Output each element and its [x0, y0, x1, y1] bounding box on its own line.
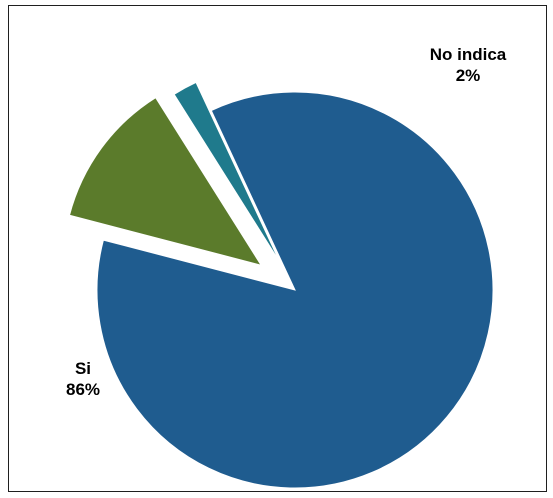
pie-slice-no-indica	[173, 81, 281, 263]
pie-slice-si	[96, 91, 494, 489]
slice-value-label: 12%	[291, 74, 325, 93]
slice-category-label: Si	[75, 359, 91, 378]
pie-slice-no	[68, 96, 263, 266]
slice-label-no-indica: No indica 2%	[430, 45, 507, 85]
slice-category-label: No	[297, 53, 320, 72]
slice-label-si: Si 86%	[66, 359, 100, 399]
slice-value-label: 86%	[66, 380, 100, 399]
slice-label-no: No 12%	[291, 53, 325, 93]
slice-value-label: 2%	[456, 66, 481, 85]
slice-category-label: No indica	[430, 45, 507, 64]
